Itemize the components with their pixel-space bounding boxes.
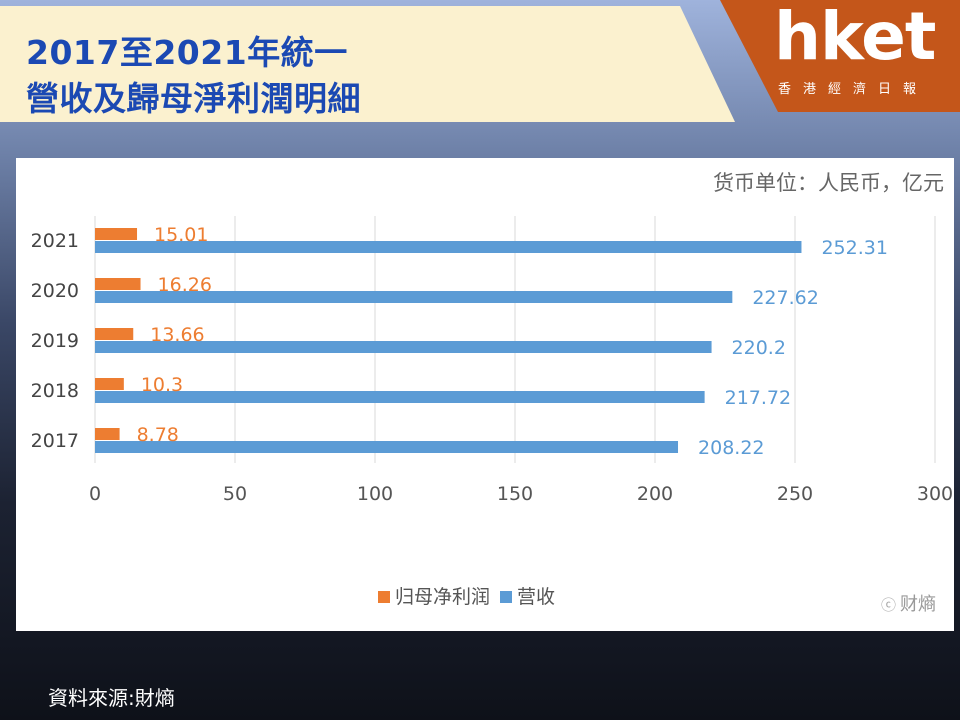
x-tick-label: 150 — [497, 483, 533, 505]
data-label-profit: 10.3 — [141, 374, 183, 396]
title-banner: 2017至2021年統一 營收及歸母淨利潤明細 — [0, 6, 735, 122]
legend-label: 归母净利润 — [395, 586, 490, 608]
bar-chart: 货币单位：人民币，亿元 15.01 252.31 16.26 227.62 13.66 2… — [31, 171, 953, 615]
bar-profit — [95, 378, 124, 390]
data-label-revenue: 252.31 — [821, 237, 887, 259]
chart-panel: 货币单位：人民币，亿元 15.01 252.31 16.26 227.62 13.66 2… — [16, 158, 954, 631]
x-tick-label: 300 — [917, 483, 953, 505]
bar-revenue — [95, 291, 733, 303]
data-label-profit: 15.01 — [154, 224, 208, 246]
watermark: ⓒ 财熵 — [881, 594, 936, 615]
legend-label: 营收 — [517, 586, 555, 608]
y-tick-label: 2021 — [31, 230, 79, 252]
y-tick-label: 2018 — [31, 380, 79, 402]
data-label-profit: 8.78 — [137, 424, 179, 446]
page-title-line-1: 2017至2021年統一 — [26, 33, 348, 72]
data-label-profit: 13.66 — [150, 324, 204, 346]
x-tick-label: 200 — [637, 483, 673, 505]
page-title-line-2: 營收及歸母淨利潤明細 — [26, 79, 361, 118]
y-tick-label: 2017 — [31, 430, 79, 452]
hket-logo: hket 香港經濟日報 — [720, 0, 960, 112]
source-note: 資料來源:財熵 — [48, 686, 175, 710]
unit-note: 货币单位：人民币，亿元 — [713, 171, 944, 195]
y-tick-label: 2020 — [31, 280, 79, 302]
data-label-profit: 16.26 — [158, 274, 212, 296]
watermark-text: 财熵 — [900, 594, 936, 615]
bar-profit — [95, 428, 120, 440]
watermark-icon: ⓒ — [881, 596, 896, 614]
data-label-revenue: 220.2 — [732, 337, 786, 359]
bar-revenue — [95, 241, 802, 253]
y-tick-label: 2019 — [31, 330, 79, 352]
bar-revenue — [95, 341, 712, 353]
x-tick-label: 100 — [357, 483, 393, 505]
data-label-revenue: 217.72 — [725, 387, 791, 409]
bar-revenue — [95, 391, 705, 403]
bar-profit — [95, 278, 141, 290]
logo-subtitle: 香港經濟日報 — [778, 82, 929, 97]
legend-swatch — [500, 591, 512, 603]
x-tick-label: 250 — [777, 483, 813, 505]
bar-profit — [95, 228, 138, 240]
logo-brand: hket — [774, 0, 936, 75]
legend-swatch — [378, 591, 390, 603]
data-label-revenue: 227.62 — [752, 287, 818, 309]
x-tick-label: 50 — [223, 483, 247, 505]
x-tick-label: 0 — [89, 483, 101, 505]
data-label-revenue: 208.22 — [698, 437, 764, 459]
bar-revenue — [95, 441, 679, 453]
bar-profit — [95, 328, 134, 340]
